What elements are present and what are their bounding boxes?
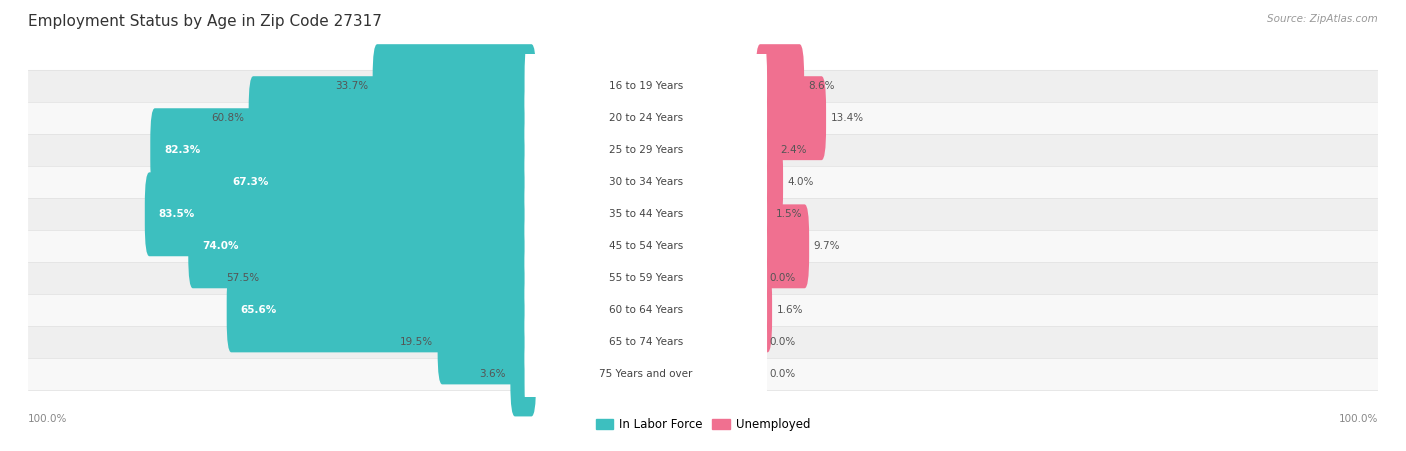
Text: 4.0%: 4.0% (787, 177, 814, 187)
Text: 55 to 59 Years: 55 to 59 Years (609, 273, 683, 283)
Text: 67.3%: 67.3% (232, 177, 269, 187)
FancyBboxPatch shape (524, 157, 768, 271)
FancyBboxPatch shape (28, 358, 1378, 391)
Text: 3.6%: 3.6% (479, 369, 506, 379)
Text: Employment Status by Age in Zip Code 27317: Employment Status by Age in Zip Code 273… (28, 14, 382, 28)
FancyBboxPatch shape (437, 300, 536, 384)
FancyBboxPatch shape (28, 326, 1378, 359)
FancyBboxPatch shape (249, 76, 536, 160)
Text: 60 to 64 Years: 60 to 64 Years (609, 305, 683, 315)
FancyBboxPatch shape (28, 102, 1378, 134)
FancyBboxPatch shape (28, 230, 1378, 262)
Text: 100.0%: 100.0% (28, 414, 67, 424)
FancyBboxPatch shape (755, 204, 808, 288)
Text: 33.7%: 33.7% (335, 81, 368, 91)
Text: 65 to 74 Years: 65 to 74 Years (609, 337, 683, 347)
FancyBboxPatch shape (219, 140, 536, 224)
Text: 30 to 34 Years: 30 to 34 Years (609, 177, 683, 187)
FancyBboxPatch shape (524, 61, 768, 175)
Text: 45 to 54 Years: 45 to 54 Years (609, 241, 683, 251)
FancyBboxPatch shape (524, 253, 768, 367)
FancyBboxPatch shape (524, 221, 768, 335)
Text: 83.5%: 83.5% (159, 209, 195, 219)
Text: 74.0%: 74.0% (202, 241, 239, 251)
FancyBboxPatch shape (755, 268, 772, 352)
Text: 16 to 19 Years: 16 to 19 Years (609, 81, 683, 91)
Text: 100.0%: 100.0% (1339, 414, 1378, 424)
FancyBboxPatch shape (755, 44, 804, 128)
FancyBboxPatch shape (524, 285, 768, 399)
Text: 0.0%: 0.0% (769, 273, 796, 283)
Text: 0.0%: 0.0% (769, 337, 796, 347)
Text: 25 to 29 Years: 25 to 29 Years (609, 145, 683, 155)
FancyBboxPatch shape (28, 198, 1378, 230)
Text: 75 Years and over: 75 Years and over (599, 369, 693, 379)
FancyBboxPatch shape (226, 268, 536, 352)
FancyBboxPatch shape (755, 172, 772, 256)
FancyBboxPatch shape (150, 108, 536, 192)
FancyBboxPatch shape (755, 76, 827, 160)
Text: 1.6%: 1.6% (776, 305, 803, 315)
Text: 60.8%: 60.8% (211, 113, 245, 123)
Text: 19.5%: 19.5% (399, 337, 433, 347)
Text: 1.5%: 1.5% (776, 209, 803, 219)
Text: Source: ZipAtlas.com: Source: ZipAtlas.com (1267, 14, 1378, 23)
FancyBboxPatch shape (264, 236, 536, 320)
Text: 82.3%: 82.3% (165, 145, 200, 155)
FancyBboxPatch shape (524, 29, 768, 143)
FancyBboxPatch shape (188, 204, 536, 288)
FancyBboxPatch shape (373, 44, 536, 128)
FancyBboxPatch shape (145, 172, 536, 256)
FancyBboxPatch shape (524, 318, 768, 431)
FancyBboxPatch shape (524, 189, 768, 303)
Text: 8.6%: 8.6% (808, 81, 835, 91)
Text: 2.4%: 2.4% (780, 145, 807, 155)
Text: 57.5%: 57.5% (226, 273, 259, 283)
FancyBboxPatch shape (755, 108, 776, 192)
FancyBboxPatch shape (28, 262, 1378, 295)
FancyBboxPatch shape (28, 134, 1378, 166)
Text: 20 to 24 Years: 20 to 24 Years (609, 113, 683, 123)
Text: 65.6%: 65.6% (240, 305, 277, 315)
Text: 0.0%: 0.0% (769, 369, 796, 379)
Text: 13.4%: 13.4% (831, 113, 863, 123)
FancyBboxPatch shape (28, 70, 1378, 102)
Legend: In Labor Force, Unemployed: In Labor Force, Unemployed (591, 414, 815, 436)
Text: 35 to 44 Years: 35 to 44 Years (609, 209, 683, 219)
FancyBboxPatch shape (28, 166, 1378, 198)
FancyBboxPatch shape (510, 332, 536, 416)
FancyBboxPatch shape (755, 140, 783, 224)
FancyBboxPatch shape (524, 93, 768, 207)
Text: 9.7%: 9.7% (814, 241, 841, 251)
FancyBboxPatch shape (28, 294, 1378, 327)
FancyBboxPatch shape (524, 125, 768, 239)
